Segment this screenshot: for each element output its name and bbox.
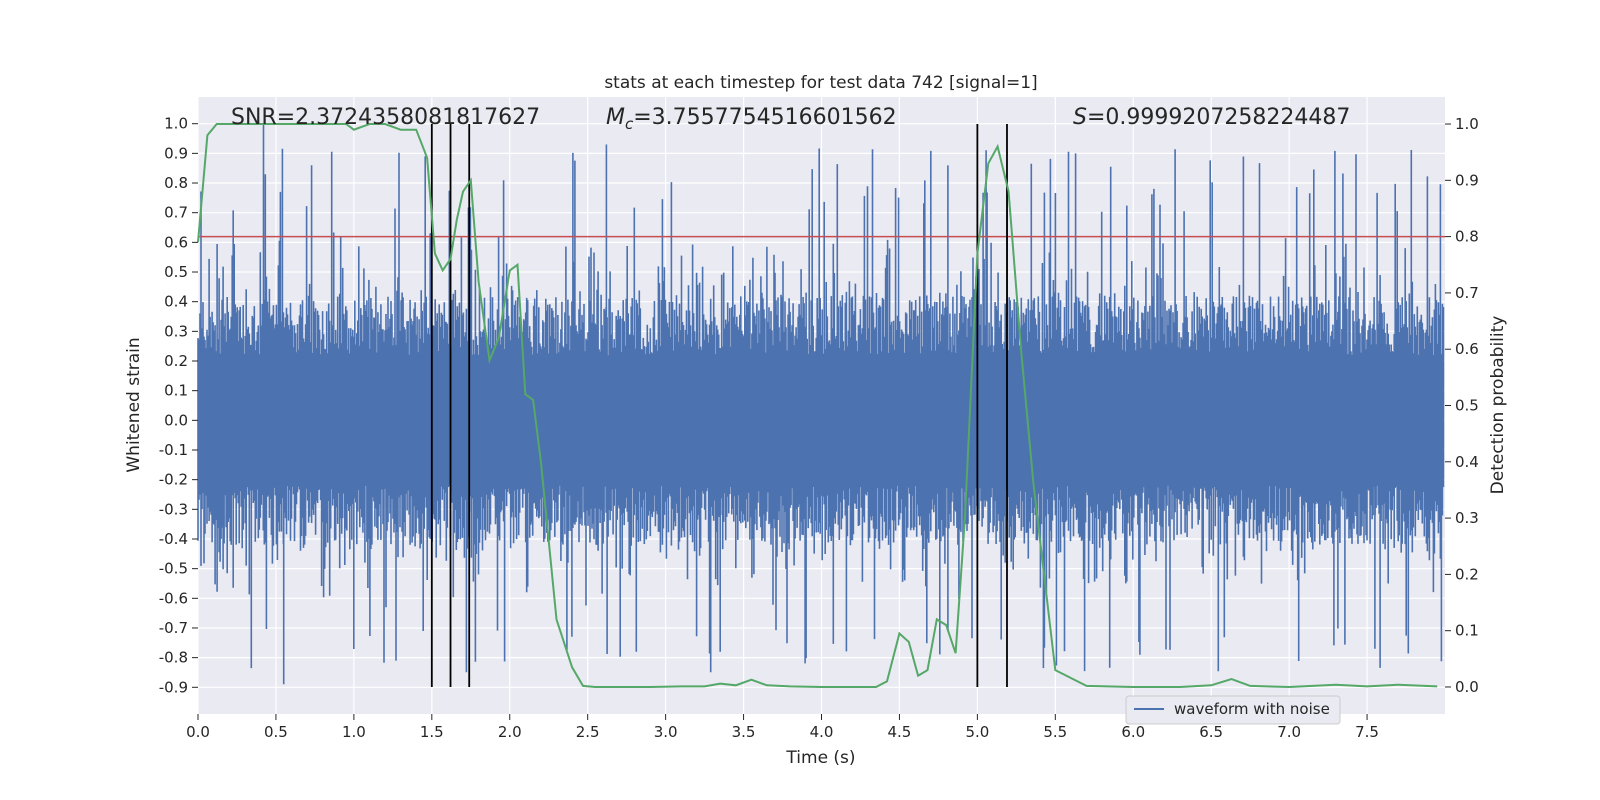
s-symbol: S: [1073, 105, 1087, 130]
y-tick-label: 0.5: [164, 263, 188, 281]
chirp-mass-value: =3.7557754516601562: [633, 105, 896, 130]
x-tick-label: 4.5: [888, 723, 912, 741]
y-tick-label: 0.3: [164, 322, 188, 340]
x-tick-label: 6.0: [1121, 723, 1145, 741]
y-tick-label: -0.8: [159, 649, 188, 667]
snr-annotation: SNR=2.3724358081817627: [231, 105, 540, 130]
x-tick-label: 7.5: [1355, 723, 1379, 741]
y-tick-label: -0.1: [159, 441, 188, 459]
y-right-tick-label: 0.4: [1455, 453, 1479, 471]
y-right-tick-label: 0.0: [1455, 678, 1479, 696]
y-tick-label: 0.0: [164, 411, 188, 429]
x-tick-label: 3.0: [654, 723, 678, 741]
y-right-tick-label: 0.7: [1455, 284, 1479, 302]
y-right-tick-label: 0.2: [1455, 565, 1479, 583]
s-annotation: S=0.9999207258224487: [1073, 105, 1350, 130]
x-tick-label: 7.0: [1277, 723, 1301, 741]
y-axis-label-left: Whitened strain: [124, 337, 144, 472]
y-tick-label: 0.6: [164, 233, 188, 251]
y-right-tick-label: 1.0: [1455, 115, 1479, 133]
y-right-tick-label: 0.8: [1455, 228, 1479, 246]
x-tick-label: 2.0: [498, 723, 522, 741]
x-tick-label: 0.0: [186, 723, 210, 741]
x-tick-label: 3.5: [732, 723, 756, 741]
y-tick-label: -0.3: [159, 500, 188, 518]
waveform-series: [197, 123, 1445, 685]
y-axis-right-ticks: 1.0 0.9 0.8 0.7 0.6 0.5 0.4 0.3 0.2 0.1 0.0: [1445, 115, 1479, 696]
y-tick-label: -0.9: [159, 678, 188, 696]
y-tick-label: 0.8: [164, 174, 188, 192]
y-right-tick-label: 0.1: [1455, 622, 1479, 640]
y-tick-label: -0.7: [159, 619, 188, 637]
vertical-marker-lines: [430, 124, 1008, 687]
x-tick-label: 1.0: [342, 723, 366, 741]
y-tick-label: -0.6: [159, 589, 188, 607]
x-tick-label: 4.0: [810, 723, 834, 741]
x-axis-ticks: 0.0 0.5 1.0 1.5 2.0 2.5 3.0 3.5 4.0 4.5 5.0 5.5 6.0 6…: [186, 714, 1379, 741]
y-axis-label-right: Detection probability: [1488, 316, 1508, 495]
y-right-tick-label: 0.6: [1455, 340, 1479, 358]
y-tick-label: 1.0: [164, 115, 188, 133]
x-tick-label: 5.0: [965, 723, 989, 741]
chirp-mass-annotation: Mc=3.7557754516601562: [606, 105, 897, 133]
y-tick-label: 0.7: [164, 204, 188, 222]
y-right-tick-label: 0.3: [1455, 509, 1479, 527]
legend: waveform with noise: [1125, 695, 1341, 725]
y-tick-label: -0.5: [159, 560, 188, 578]
x-tick-label: 2.5: [576, 723, 600, 741]
y-axis-left-ticks: 1.0 0.9 0.8 0.7 0.6 0.5 0.4 0.3 0.2 0.1 0.0 -0.1 -0.…: [159, 115, 198, 696]
y-right-tick-label: 0.9: [1455, 171, 1479, 189]
legend-entry: waveform with noise: [1174, 700, 1330, 718]
y-tick-label: 0.2: [164, 352, 188, 370]
legend-box: [1125, 695, 1341, 725]
y-tick-label: 0.4: [164, 293, 188, 311]
y-tick-label: 0.1: [164, 382, 188, 400]
chirp-mass-subscript: c: [625, 115, 634, 133]
detection-probability-line: [197, 123, 1438, 689]
x-tick-label: 1.5: [420, 723, 444, 741]
chirp-mass-symbol: M: [606, 105, 625, 130]
x-tick-label: 0.5: [264, 723, 288, 741]
y-tick-label: -0.2: [159, 471, 188, 489]
x-tick-label: 5.5: [1043, 723, 1067, 741]
s-value: =0.9999207258224487: [1087, 105, 1350, 130]
waveform-trace: [197, 123, 1445, 685]
y-right-tick-label: 0.5: [1455, 397, 1479, 415]
y-tick-label: -0.4: [159, 530, 188, 548]
x-axis-label: Time (s): [785, 748, 855, 768]
chart-title: stats at each timestep for test data 742…: [604, 73, 1037, 93]
y-tick-label: 0.9: [164, 144, 188, 162]
x-tick-label: 6.5: [1199, 723, 1223, 741]
